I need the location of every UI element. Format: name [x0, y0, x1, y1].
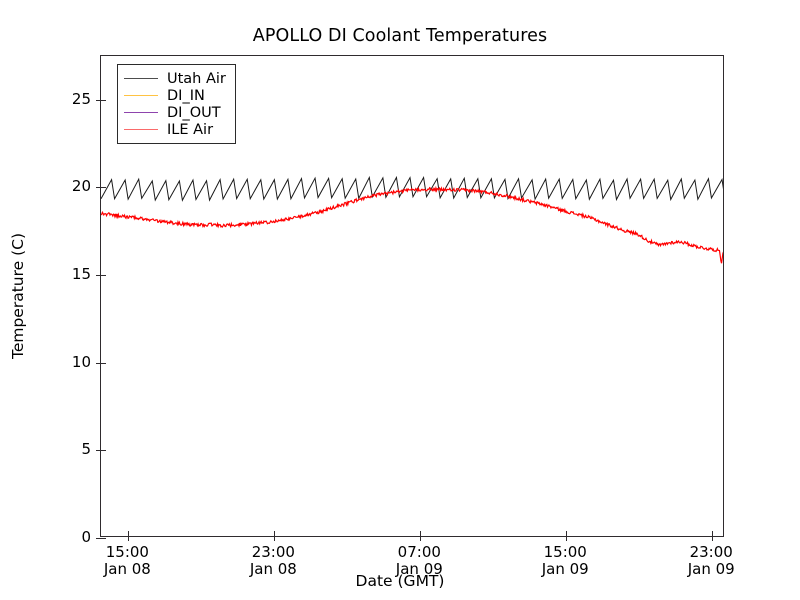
x-tick-mark: [420, 531, 422, 536]
page-title: APOLLO DI Coolant Temperatures: [252, 26, 548, 46]
x-tick-mark: [712, 536, 714, 541]
x-tick-mark: [274, 531, 276, 536]
y-tick-label: 20: [71, 177, 91, 196]
x-tick-label: 15:00 Jan 08: [67, 544, 187, 578]
legend-color-swatch: [124, 78, 158, 79]
legend-item[interactable]: ILE Air: [124, 121, 226, 138]
x-tick-date: Jan 08: [249, 560, 297, 578]
y-tick-mark: [101, 538, 106, 539]
x-tick-label: 07:00 Jan 09: [359, 544, 479, 578]
y-tick-label: 5: [81, 440, 91, 459]
series-line-ile-air: [101, 185, 723, 264]
x-tick-date: Jan 08: [103, 560, 151, 578]
y-tick-mark: [96, 450, 101, 452]
y-tick-mark: [101, 362, 106, 364]
legend: Utah Air DI_IN DI_OUT ILE Air: [117, 64, 236, 144]
x-axis-label: Date (GMT): [355, 572, 445, 590]
x-tick-mark: [566, 531, 568, 536]
legend-item[interactable]: DI_IN: [124, 87, 226, 104]
x-tick-mark: [712, 531, 714, 536]
y-tick-label: 25: [71, 89, 91, 108]
y-tick-label: 0: [81, 528, 91, 546]
y-tick-mark: [101, 275, 106, 277]
legend-item-label: DI_IN: [167, 87, 205, 104]
plot-clip: [101, 56, 723, 536]
y-tick-label: 15: [71, 265, 91, 284]
y-tick-mark: [96, 99, 101, 101]
y-tick-mark: [101, 99, 106, 101]
legend-color-swatch: [124, 112, 158, 113]
legend-color-swatch: [124, 129, 158, 130]
x-tick-mark: [128, 536, 130, 541]
x-tick-date: Jan 09: [395, 560, 443, 578]
plot-area: [96, 55, 724, 541]
legend-item-label: DI_OUT: [167, 104, 221, 121]
legend-item[interactable]: DI_OUT: [124, 104, 226, 121]
y-tick-mark: [96, 538, 101, 539]
x-tick-mark: [274, 536, 276, 541]
legend-item-label: ILE Air: [167, 121, 214, 138]
x-tick-mark: [420, 536, 422, 541]
x-tick-time: 15:00: [105, 543, 149, 561]
x-tick-time: 15:00: [543, 543, 587, 561]
series-line-utah-air: [101, 175, 723, 202]
y-tick-label: 10: [71, 352, 91, 371]
legend-item-label: Utah Air: [167, 70, 226, 87]
x-tick-mark: [566, 536, 568, 541]
y-tick-mark: [101, 187, 106, 189]
x-tick-date: Jan 09: [687, 560, 735, 578]
x-tick-label: 15:00 Jan 09: [505, 544, 625, 578]
x-tick-label: 23:00 Jan 09: [651, 544, 771, 578]
y-tick-mark: [96, 187, 101, 189]
x-tick-time: 23:00: [689, 543, 733, 561]
y-tick-mark: [96, 362, 101, 364]
x-tick-time: 07:00: [397, 543, 441, 561]
y-tick-mark: [96, 275, 101, 277]
y-axis-label: Temperature (C): [9, 232, 27, 360]
x-tick-mark: [128, 531, 130, 536]
x-tick-date: Jan 09: [541, 560, 589, 578]
y-tick-mark: [101, 450, 106, 452]
x-tick-time: 23:00: [251, 543, 295, 561]
legend-item[interactable]: Utah Air: [124, 70, 226, 87]
series-canvas: [101, 175, 723, 264]
x-tick-label: 23:00 Jan 08: [213, 544, 333, 578]
legend-color-swatch: [124, 95, 158, 96]
